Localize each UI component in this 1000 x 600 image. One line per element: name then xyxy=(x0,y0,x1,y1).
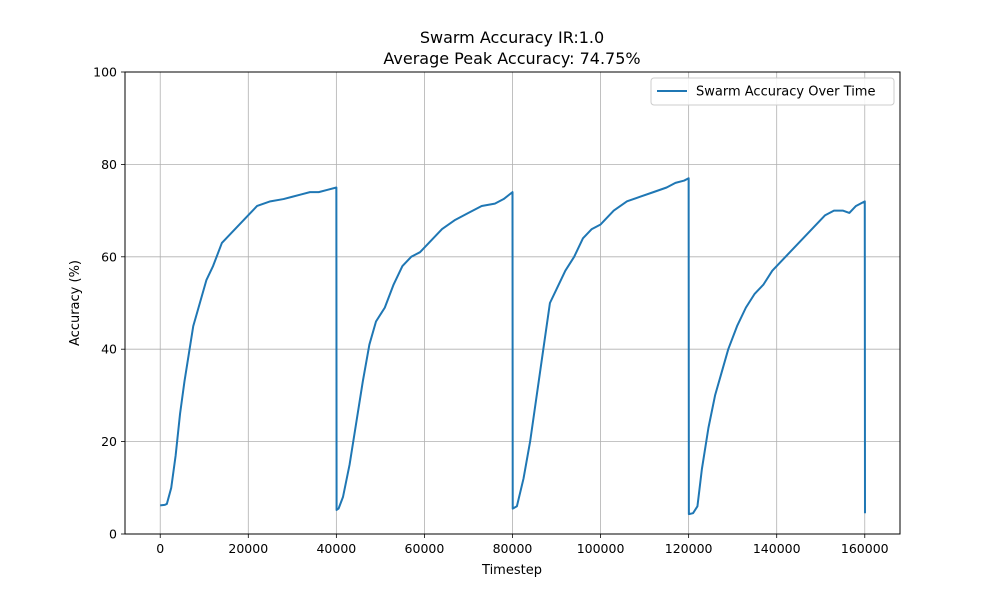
x-tick-label: 120000 xyxy=(665,541,713,556)
ticks: 0 20000 40000 60000 80000 100000 120000 140000 1… xyxy=(93,65,889,557)
y-axis-label: Accuracy (%) xyxy=(68,260,83,346)
x-tick-label: 20000 xyxy=(228,541,268,556)
y-tick-label: 100 xyxy=(93,65,117,80)
series-layer xyxy=(160,177,866,516)
y-tick-label: 20 xyxy=(101,434,117,449)
x-tick-label: 40000 xyxy=(316,541,356,556)
chart-subtitle: Average Peak Accuracy: 74.75% xyxy=(383,49,640,68)
x-tick-label: 80000 xyxy=(493,541,533,556)
x-tick-label: 0 xyxy=(156,541,164,556)
legend: Swarm Accuracy Over Time xyxy=(650,77,895,106)
x-axis-label: Timestep xyxy=(481,563,542,578)
x-tick-label: 60000 xyxy=(405,541,445,556)
x-tick-label: 140000 xyxy=(753,541,801,556)
legend-box xyxy=(650,77,895,106)
y-tick-label: 0 xyxy=(109,527,117,542)
y-tick-label: 80 xyxy=(101,157,117,172)
chart-title-line1: Swarm Accuracy IR:1.0 xyxy=(420,28,604,47)
series-line xyxy=(160,177,866,516)
y-tick-label: 60 xyxy=(101,249,117,264)
chart-title: Swarm Accuracy IR:1.0 Average Peak Accur… xyxy=(383,28,640,68)
x-tick-label: 160000 xyxy=(841,541,889,556)
legend-label: Swarm Accuracy Over Time xyxy=(696,85,875,100)
x-tick-label: 100000 xyxy=(577,541,625,556)
y-tick-label: 40 xyxy=(101,342,117,357)
